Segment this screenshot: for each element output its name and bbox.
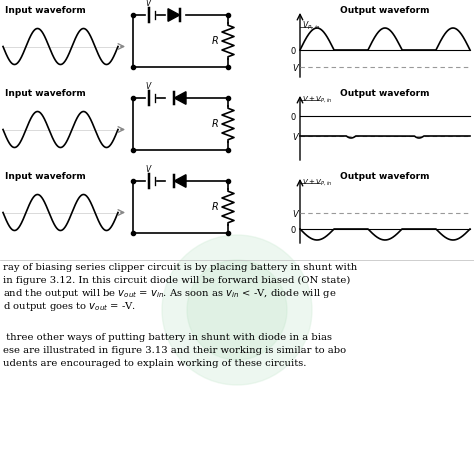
Text: d output goes to $v_{out}$ = -V.: d output goes to $v_{out}$ = -V.: [3, 300, 136, 313]
Text: in figure 3.12. In this circuit diode will be forward biased (ON state): in figure 3.12. In this circuit diode wi…: [3, 276, 350, 285]
Text: Output waveform: Output waveform: [340, 172, 429, 181]
Text: 0: 0: [291, 113, 296, 122]
Text: V: V: [292, 64, 298, 73]
Text: R: R: [212, 202, 219, 212]
Text: udents are encouraged to explain working of these circuits.: udents are encouraged to explain working…: [3, 359, 306, 368]
Polygon shape: [174, 175, 186, 187]
Circle shape: [162, 235, 312, 385]
Text: Input waveform: Input waveform: [5, 89, 86, 98]
Text: V: V: [146, 0, 151, 8]
Text: Input waveform: Input waveform: [5, 6, 86, 15]
Text: ray of biasing series clipper circuit is by placing battery in shunt with: ray of biasing series clipper circuit is…: [3, 263, 357, 272]
Text: ese are illustrated in figure 3.13 and their working is similar to abo: ese are illustrated in figure 3.13 and t…: [3, 346, 346, 355]
Text: Output waveform: Output waveform: [340, 6, 429, 15]
Text: V: V: [146, 165, 151, 174]
Text: and the output will be $v_{out}$ = $v_{in}$. As soon as $v_{in}$ < -V, diode wil: and the output will be $v_{out}$ = $v_{i…: [3, 287, 337, 300]
Text: V: V: [292, 210, 298, 219]
Text: $V_{P,\,in}$: $V_{P,\,in}$: [302, 19, 320, 32]
Text: V: V: [146, 82, 151, 91]
Text: $V + V_{P,\,in}$: $V + V_{P,\,in}$: [302, 94, 333, 104]
Circle shape: [187, 260, 287, 360]
Text: R: R: [212, 119, 219, 129]
Text: $V + V_{P,\,in}$: $V + V_{P,\,in}$: [302, 177, 333, 187]
Polygon shape: [174, 91, 186, 104]
Text: three other ways of putting battery in shunt with diode in a bias: three other ways of putting battery in s…: [3, 333, 332, 342]
Text: 0: 0: [291, 226, 296, 235]
Text: Input waveform: Input waveform: [5, 172, 86, 181]
Text: R: R: [212, 36, 219, 46]
Polygon shape: [168, 9, 180, 21]
Text: V: V: [292, 133, 298, 142]
Text: Output waveform: Output waveform: [340, 89, 429, 98]
Text: 0: 0: [291, 47, 296, 56]
